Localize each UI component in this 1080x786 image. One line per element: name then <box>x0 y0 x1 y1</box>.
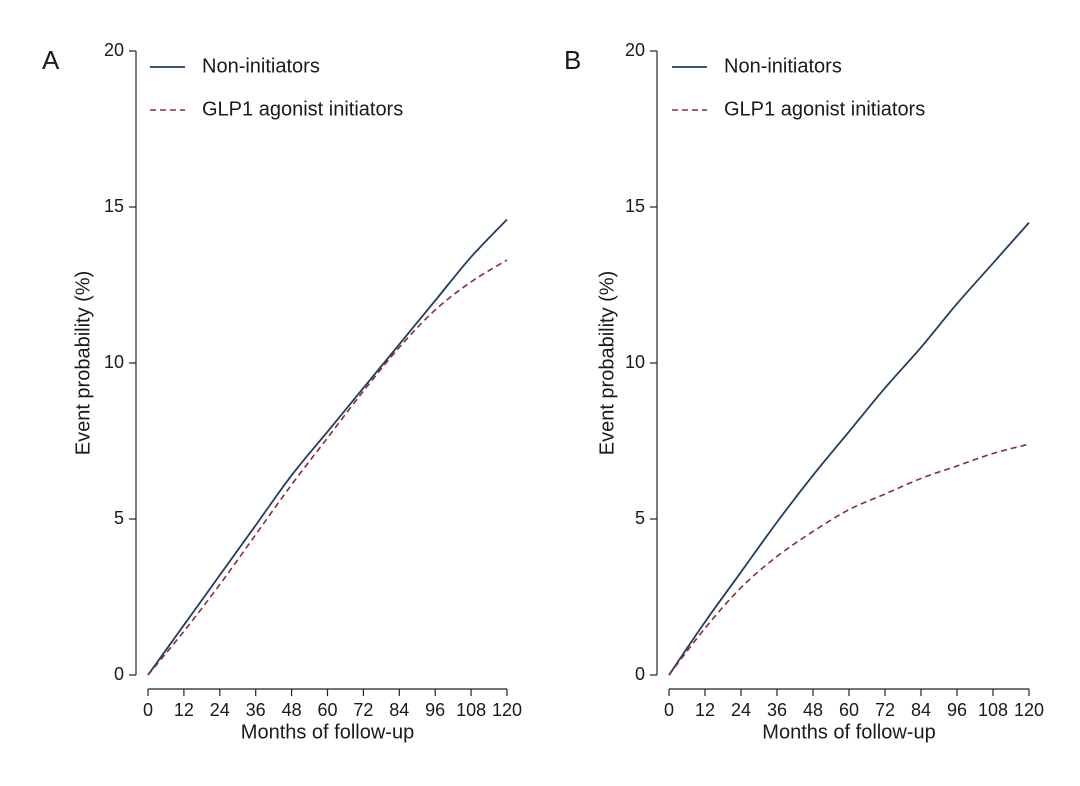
x-tick-label: 0 <box>664 700 674 720</box>
x-tick-label: 36 <box>246 700 266 720</box>
y-tick-label: 20 <box>104 40 124 60</box>
y-tick-label: 0 <box>114 664 124 684</box>
x-tick-label: 0 <box>143 700 153 720</box>
x-axis-title: Months of follow-up <box>762 721 935 743</box>
y-tick-label: 15 <box>625 196 645 216</box>
panel-label: B <box>564 45 581 75</box>
series-line-glp1-initiators <box>668 443 1030 676</box>
x-tick-label: 72 <box>875 700 895 720</box>
x-tick-label: 120 <box>1014 700 1044 720</box>
y-tick-label: 10 <box>104 352 124 372</box>
y-tick-label: 5 <box>114 508 124 528</box>
x-tick-label: 12 <box>174 700 194 720</box>
x-axis-title: Months of follow-up <box>241 721 414 743</box>
series-line-non-initiators <box>668 222 1030 676</box>
x-tick-label: 24 <box>731 700 751 720</box>
x-tick-label: 60 <box>317 700 337 720</box>
legend-label: GLP1 agonist initiators <box>724 98 925 120</box>
x-tick-label: 72 <box>353 700 373 720</box>
x-tick-label: 96 <box>947 700 967 720</box>
series-line-glp1-initiators <box>147 259 508 676</box>
y-tick-label: 10 <box>625 352 645 372</box>
x-tick-label: 108 <box>978 700 1008 720</box>
y-tick-label: 15 <box>104 196 124 216</box>
panel-a: A 0 5 10 15 20 0 12 24 36 48 60 72 84 96 108 120 Months o… <box>42 40 522 744</box>
legend-label: Non-initiators <box>202 55 320 77</box>
x-tick-label: 60 <box>839 700 859 720</box>
y-tick-label: 20 <box>625 40 645 60</box>
x-tick-label: 108 <box>456 700 486 720</box>
y-tick-label: 5 <box>635 508 645 528</box>
series-line-non-initiators <box>147 218 508 676</box>
x-tick-label: 120 <box>492 700 522 720</box>
y-axis-title: Event probability (%) <box>596 271 618 456</box>
panel-b: B 0 5 10 15 20 0 12 24 36 48 60 72 84 96 108 120 Months o… <box>564 40 1044 744</box>
x-tick-label: 84 <box>911 700 931 720</box>
legend-label: GLP1 agonist initiators <box>202 98 403 120</box>
x-tick-label: 24 <box>210 700 230 720</box>
panel-label: A <box>42 45 60 75</box>
x-tick-label: 96 <box>425 700 445 720</box>
y-tick-label: 0 <box>635 664 645 684</box>
x-tick-label: 48 <box>282 700 302 720</box>
x-tick-label: 48 <box>803 700 823 720</box>
x-tick-label: 84 <box>389 700 409 720</box>
x-tick-label: 36 <box>767 700 787 720</box>
y-axis-title: Event probability (%) <box>72 271 94 456</box>
x-tick-label: 12 <box>695 700 715 720</box>
legend-label: Non-initiators <box>724 55 842 77</box>
